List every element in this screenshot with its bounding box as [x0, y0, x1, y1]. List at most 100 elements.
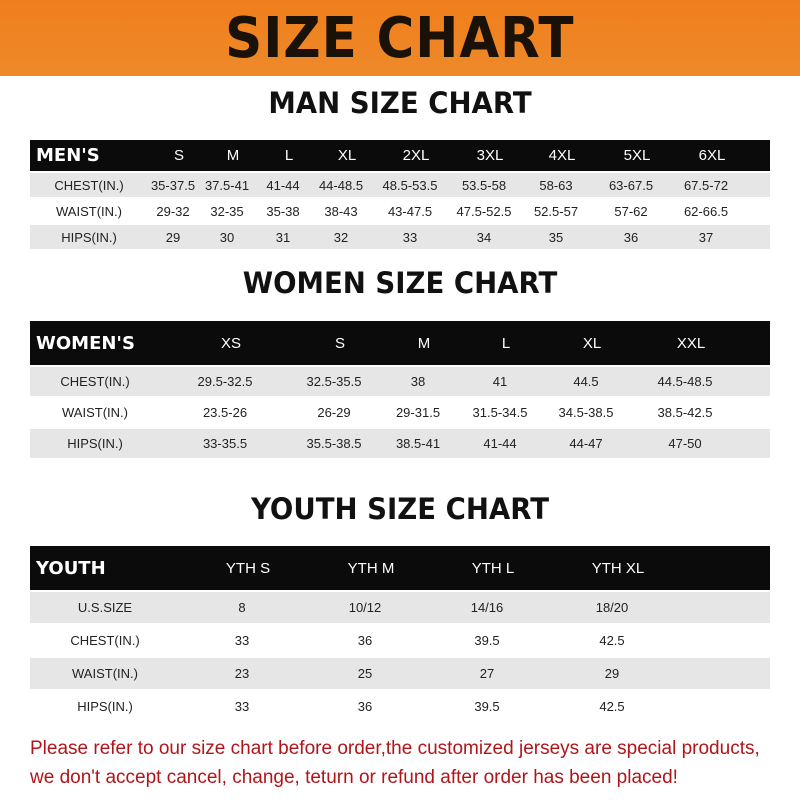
row-label: U.S.SIZE: [77, 600, 133, 615]
table-cell: 14/16: [470, 600, 504, 615]
women-chart-title: WOMEN SIZE CHART: [242, 266, 558, 300]
men-size-table: MEN'S S M L XL 2XL 3XL 4XL 5XL 6XL CHEST(IN.) 35-37…: [30, 140, 770, 249]
banner: SIZE CHART: [0, 0, 800, 76]
table-cell: 33: [234, 699, 250, 714]
table-cell: 41: [492, 374, 508, 389]
table-cell: 36: [357, 699, 373, 714]
table-cell: XS: [220, 334, 241, 352]
order-note-line-1: Please refer to our size chart before or…: [30, 738, 760, 759]
order-note-line-2: we don't accept cancel, change, teturn o…: [30, 767, 678, 788]
table-row: HIPS(IN.) 33 36 39.5 42.5: [30, 691, 770, 722]
table-cell: 47.5-52.5: [456, 203, 512, 219]
table-row: WAIST(IN.) 29-32 32-35 35-38 38-43 43-47.5 47.…: [30, 199, 770, 223]
table-cell: YTH XL: [591, 559, 645, 577]
table-row: HIPS(IN.) 33-35.5 35.5-38.5 38.5-41 41-44 44-…: [30, 429, 770, 458]
table-cell: 34.5-38.5: [558, 405, 614, 420]
row-label: CHEST(IN.): [60, 374, 130, 389]
table-cell: 35: [548, 229, 564, 245]
order-note: Please refer to our size chart before or…: [30, 734, 790, 792]
table-cell: 67.5-72: [683, 177, 729, 193]
table-cell: 42.5: [599, 699, 625, 714]
table-row: CHEST(IN.) 29.5-32.5 32.5-35.5 38 41 44.5 44.5…: [30, 367, 770, 396]
table-cell: 58-63: [539, 177, 573, 193]
youth-size-table: YOUTH YTH S YTH M YTH L YTH XL U.S.SIZE 8 10/12…: [30, 546, 770, 722]
table-cell: YTH S: [225, 559, 271, 577]
table-cell: 6XL: [698, 147, 726, 164]
row-label: WAIST(IN.): [56, 203, 122, 219]
table-cell: 27: [479, 666, 495, 681]
table-cell: 57-62: [614, 203, 648, 219]
table-row: WAIST(IN.) 23 25 27 29: [30, 658, 770, 689]
men-header-row: MEN'S S M L XL 2XL 3XL 4XL 5XL 6XL: [30, 140, 770, 171]
table-row: CHEST(IN.) 35-37.5 37.5-41 41-44 44-48.5 48.5…: [30, 173, 770, 197]
table-cell: 25: [357, 666, 373, 681]
table-cell: 18/20: [595, 600, 629, 615]
table-cell: L: [284, 147, 294, 164]
table-cell: 5XL: [623, 147, 651, 164]
table-cell: 33-35.5: [202, 436, 248, 451]
row-label: WOMEN'S: [36, 332, 135, 354]
table-cell: 38-43: [324, 203, 358, 219]
row-label: CHEST(IN.): [70, 633, 140, 648]
table-cell: 31: [275, 229, 291, 245]
table-cell: 23.5-26: [202, 405, 248, 420]
table-cell: 31.5-34.5: [472, 405, 528, 420]
banner-title: SIZE CHART: [225, 5, 575, 71]
table-cell: 38.5-42.5: [657, 405, 713, 420]
table-cell: 32-35: [210, 203, 244, 219]
table-cell: 39.5: [474, 699, 500, 714]
table-row: U.S.SIZE 8 10/12 14/16 18/20: [30, 592, 770, 623]
table-cell: 35-37.5: [150, 177, 196, 193]
table-cell: S: [334, 334, 345, 352]
table-cell: 37: [698, 229, 714, 245]
table-cell: 53.5-58: [461, 177, 507, 193]
table-cell: 47-50: [668, 436, 702, 451]
table-cell: L: [501, 334, 511, 352]
row-label: YOUTH: [36, 557, 106, 579]
table-cell: 38.5-41: [395, 436, 441, 451]
table-cell: 33: [234, 633, 250, 648]
table-cell: 29-31.5: [395, 405, 441, 420]
table-cell: 8: [238, 600, 246, 615]
table-cell: 29.5-32.5: [197, 374, 253, 389]
row-label: MEN'S: [36, 145, 100, 166]
table-cell: XXL: [676, 334, 706, 352]
table-cell: 42.5: [599, 633, 625, 648]
table-cell: 37.5-41: [204, 177, 250, 193]
table-cell: 29-32: [156, 203, 190, 219]
table-cell: 62-66.5: [683, 203, 729, 219]
table-row: HIPS(IN.) 29 30 31 32 33 34 35 36 37: [30, 225, 770, 249]
table-cell: 29: [604, 666, 620, 681]
table-row: WAIST(IN.) 23.5-26 26-29 29-31.5 31.5-34.5 34…: [30, 398, 770, 427]
table-cell: S: [173, 147, 184, 164]
table-cell: XL: [337, 147, 357, 164]
table-cell: 43-47.5: [387, 203, 433, 219]
table-cell: 48.5-53.5: [382, 177, 438, 193]
table-cell: 38: [410, 374, 426, 389]
row-label: HIPS(IN.): [67, 436, 123, 451]
men-chart-title: MAN SIZE CHART: [268, 86, 532, 120]
row-label: WAIST(IN.): [72, 666, 138, 681]
table-cell: YTH M: [347, 559, 395, 577]
table-cell: 41-44: [483, 436, 517, 451]
table-cell: 52.5-57: [533, 203, 579, 219]
table-cell: 34: [476, 229, 492, 245]
table-cell: 3XL: [476, 147, 504, 164]
women-header-row: WOMEN'S XS S M L XL XXL: [30, 321, 770, 365]
table-cell: 33: [402, 229, 418, 245]
table-cell: 36: [623, 229, 639, 245]
table-cell: 35.5-38.5: [306, 436, 362, 451]
table-cell: 44-47: [569, 436, 603, 451]
table-cell: 44.5: [573, 374, 599, 389]
table-cell: 32: [333, 229, 349, 245]
row-label: WAIST(IN.): [62, 405, 128, 420]
youth-header-row: YOUTH YTH S YTH M YTH L YTH XL: [30, 546, 770, 590]
row-label: HIPS(IN.): [77, 699, 133, 714]
table-cell: 32.5-35.5: [306, 374, 362, 389]
table-cell: M: [226, 147, 240, 164]
table-cell: 44.5-48.5: [657, 374, 713, 389]
table-cell: 26-29: [317, 405, 351, 420]
table-cell: 23: [234, 666, 250, 681]
table-cell: 35-38: [266, 203, 300, 219]
table-cell: M: [417, 334, 431, 352]
